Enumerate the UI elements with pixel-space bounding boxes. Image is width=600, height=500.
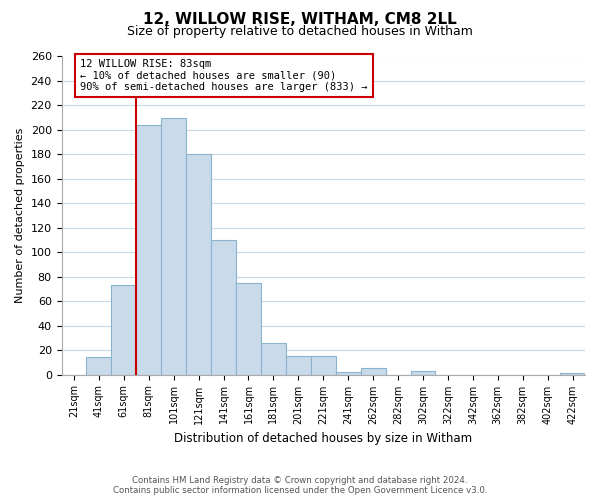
- Bar: [236, 283, 261, 374]
- Y-axis label: Number of detached properties: Number of detached properties: [15, 128, 25, 303]
- Bar: [361, 368, 386, 374]
- Bar: [410, 371, 436, 374]
- Bar: [86, 358, 112, 374]
- Bar: [261, 343, 286, 374]
- Text: 12 WILLOW RISE: 83sqm
← 10% of detached houses are smaller (90)
90% of semi-deta: 12 WILLOW RISE: 83sqm ← 10% of detached …: [80, 59, 368, 92]
- Text: 12, WILLOW RISE, WITHAM, CM8 2LL: 12, WILLOW RISE, WITHAM, CM8 2LL: [143, 12, 457, 28]
- Bar: [336, 372, 361, 374]
- Text: Size of property relative to detached houses in Witham: Size of property relative to detached ho…: [127, 25, 473, 38]
- X-axis label: Distribution of detached houses by size in Witham: Distribution of detached houses by size …: [174, 432, 472, 445]
- Bar: [112, 286, 136, 374]
- Text: Contains HM Land Registry data © Crown copyright and database right 2024.
Contai: Contains HM Land Registry data © Crown c…: [113, 476, 487, 495]
- Bar: [311, 356, 336, 374]
- Bar: [136, 125, 161, 374]
- Bar: [211, 240, 236, 374]
- Bar: [161, 118, 186, 374]
- Bar: [186, 154, 211, 374]
- Bar: [286, 356, 311, 374]
